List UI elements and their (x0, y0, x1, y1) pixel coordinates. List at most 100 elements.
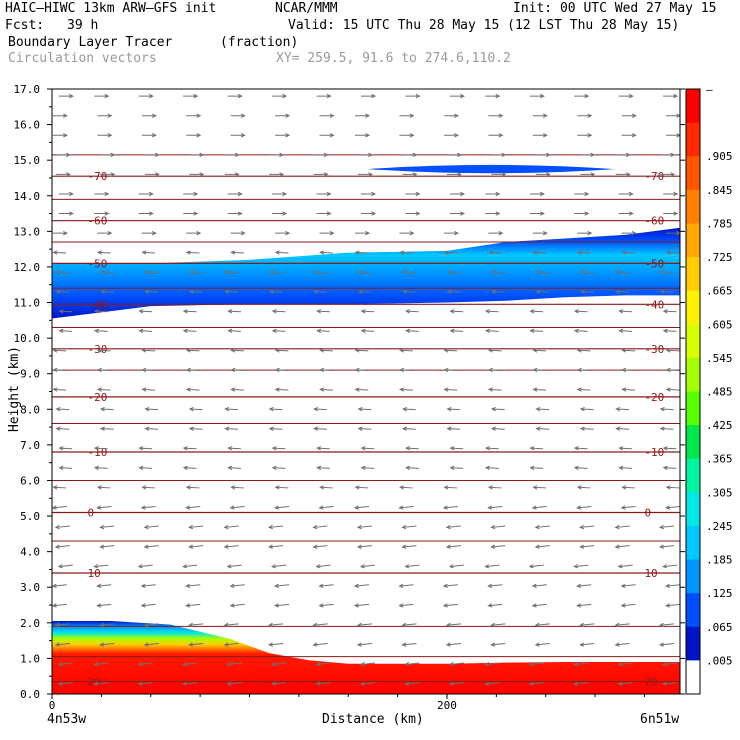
x-axis-label: Distance (km) (322, 712, 424, 727)
colorbar-label: .725 (706, 251, 733, 264)
wind-vector (661, 661, 678, 667)
wind-vector (318, 505, 334, 510)
wind-vector (621, 387, 636, 392)
wind-vector (270, 661, 287, 667)
wind-vector (357, 406, 372, 412)
wind-vector (183, 93, 199, 99)
wind-vector (272, 211, 288, 216)
wind-vector (620, 603, 636, 608)
colorbar-label: .485 (706, 386, 733, 399)
wind-vector (319, 348, 333, 353)
wind-vector (487, 348, 502, 353)
temperature-contour (52, 422, 680, 425)
wind-vector (484, 681, 500, 686)
wind-vector (229, 583, 245, 588)
wind-vector (94, 191, 110, 197)
wind-vector (356, 544, 373, 549)
wind-vector (185, 250, 200, 255)
contour-label-right: -30 (644, 343, 664, 356)
wind-vector (137, 661, 153, 667)
wind-vector (223, 622, 239, 628)
wind-vector (573, 328, 588, 334)
colorbar-label: .005 (706, 654, 733, 667)
wind-vector (404, 465, 419, 471)
wind-vector (535, 406, 550, 412)
wind-vector (141, 133, 157, 138)
wind-vector (484, 446, 499, 451)
x-tick-label: 200 (437, 699, 457, 712)
field-units: (fraction) (220, 35, 299, 50)
wind-vector (185, 485, 200, 490)
wind-vector (448, 661, 464, 667)
temperature-contour (52, 262, 680, 265)
wind-vector (442, 583, 458, 588)
temperature-contour (52, 198, 680, 201)
wind-vector (529, 309, 544, 314)
wind-vector (535, 152, 551, 158)
wind-vector (223, 544, 239, 549)
wind-vector (230, 367, 244, 373)
wind-vector (182, 465, 197, 471)
wind-vector (229, 505, 245, 510)
wind-vector (532, 250, 547, 255)
wind-vector (573, 309, 588, 314)
wind-vector (55, 172, 72, 177)
colorbar-label: .905 (706, 150, 733, 163)
wind-vector (312, 544, 328, 549)
contour-label-right: -20 (644, 391, 664, 404)
wind-vector (579, 406, 594, 412)
wind-vector (449, 465, 464, 471)
wind-vector (357, 426, 372, 431)
wind-vector (442, 603, 458, 608)
wind-vector (182, 328, 197, 334)
wind-vector (532, 230, 548, 236)
wind-vector (614, 642, 630, 647)
colorbar-label: .065 (706, 621, 733, 634)
wind-vector (182, 564, 198, 569)
wind-vector (490, 406, 505, 412)
wind-vector (186, 113, 202, 118)
wind-vector (57, 681, 73, 686)
wind-vector (185, 603, 201, 608)
colorbar-label: .125 (706, 587, 733, 600)
wind-vector (401, 406, 416, 412)
colorbar-swatch (686, 89, 700, 124)
temperature-contour (52, 219, 680, 222)
wind-vector (535, 269, 550, 275)
wind-vector (359, 661, 376, 667)
wind-vector (315, 564, 331, 569)
wind-vector (665, 387, 680, 392)
wind-vector (353, 603, 370, 608)
wind-vector (529, 465, 544, 471)
wind-vector (534, 622, 550, 628)
wind-vector (445, 622, 461, 628)
y-tick-label: 6.0 (20, 474, 40, 487)
wind-vector (141, 230, 157, 236)
wind-vector (58, 309, 73, 314)
wind-vector (223, 524, 239, 530)
colorbar-swatch (686, 223, 700, 258)
wind-vector (614, 544, 630, 549)
y-tick-label: 13.0 (14, 225, 41, 238)
wind-vector (445, 544, 461, 549)
wind-vector (399, 113, 415, 118)
y-tick-label: 17.0 (14, 83, 41, 96)
colorbar-swatch (686, 425, 700, 460)
wind-vector (96, 387, 111, 392)
tracer-region-boundary-layer (52, 621, 680, 694)
wind-vector (658, 524, 675, 530)
wind-vector (316, 446, 330, 451)
wind-vector (528, 564, 544, 569)
wind-vector (532, 367, 547, 373)
wind-vector (579, 524, 595, 530)
wind-vector (138, 328, 153, 334)
wind-vector (617, 661, 633, 667)
wind-vector (615, 426, 630, 431)
wind-vector (223, 642, 239, 647)
temperature-contour (52, 479, 680, 482)
org-label: NCAR/MMM (275, 1, 338, 16)
wind-vector (355, 113, 371, 118)
wind-vector (621, 367, 636, 373)
colorbar-swatch (686, 626, 700, 661)
y-tick-label: 9.0 (20, 368, 40, 381)
